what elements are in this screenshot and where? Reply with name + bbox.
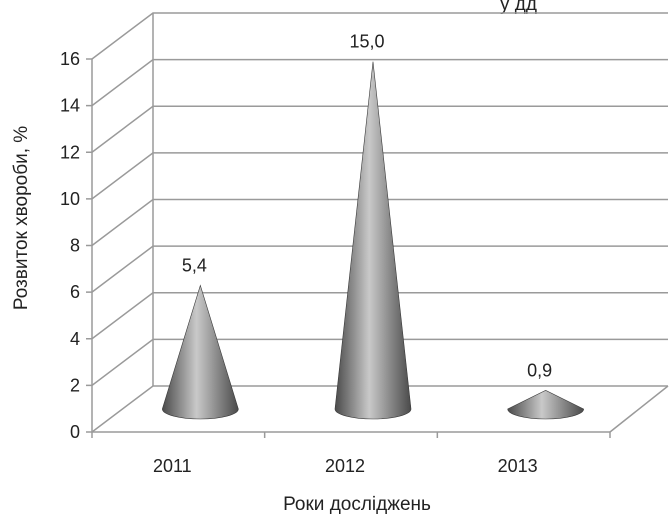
data-label: 5,4 [182, 255, 207, 275]
y-tick-label: 14 [60, 96, 80, 116]
gridline [91, 58, 668, 107]
y-tick-label: 0 [70, 422, 80, 442]
y-tick-label: 8 [70, 236, 80, 256]
cone-mark [162, 284, 239, 420]
floor-right-edge [609, 385, 669, 433]
y-tick-label: 6 [70, 282, 80, 302]
x-axis-title: Роки досліджень [283, 494, 431, 515]
x-tick-label: 2011 [153, 456, 192, 476]
cone-bar [162, 284, 239, 420]
y-tick-label: 12 [60, 142, 80, 162]
cone-mark [334, 61, 412, 420]
y-tick-label: 4 [70, 329, 80, 349]
data-label: 15,0 [349, 32, 384, 52]
x-tick-label: 2012 [325, 456, 365, 476]
y-tick-label: 2 [70, 375, 80, 395]
y-tick-label: 16 [60, 49, 80, 69]
chart-title-fragment: у дд [500, 0, 537, 15]
y-axis-title: Розвиток хвороби, % [11, 126, 32, 310]
cone-mark [507, 389, 584, 420]
x-axis-ticks: 2011 2012 2013 [91, 432, 611, 476]
y-tick-label: 10 [60, 189, 80, 209]
cone-bar [507, 389, 584, 420]
cone-bar [334, 61, 412, 420]
grid-layer [91, 12, 669, 433]
x-tick-label: 2013 [498, 456, 538, 476]
bars-layer [162, 61, 584, 420]
data-label: 0,9 [527, 360, 552, 380]
data-labels: 5,4 15,0 0,9 [182, 32, 552, 381]
y-axis-ticks: 0 2 4 6 8 10 12 14 16 [60, 49, 92, 442]
